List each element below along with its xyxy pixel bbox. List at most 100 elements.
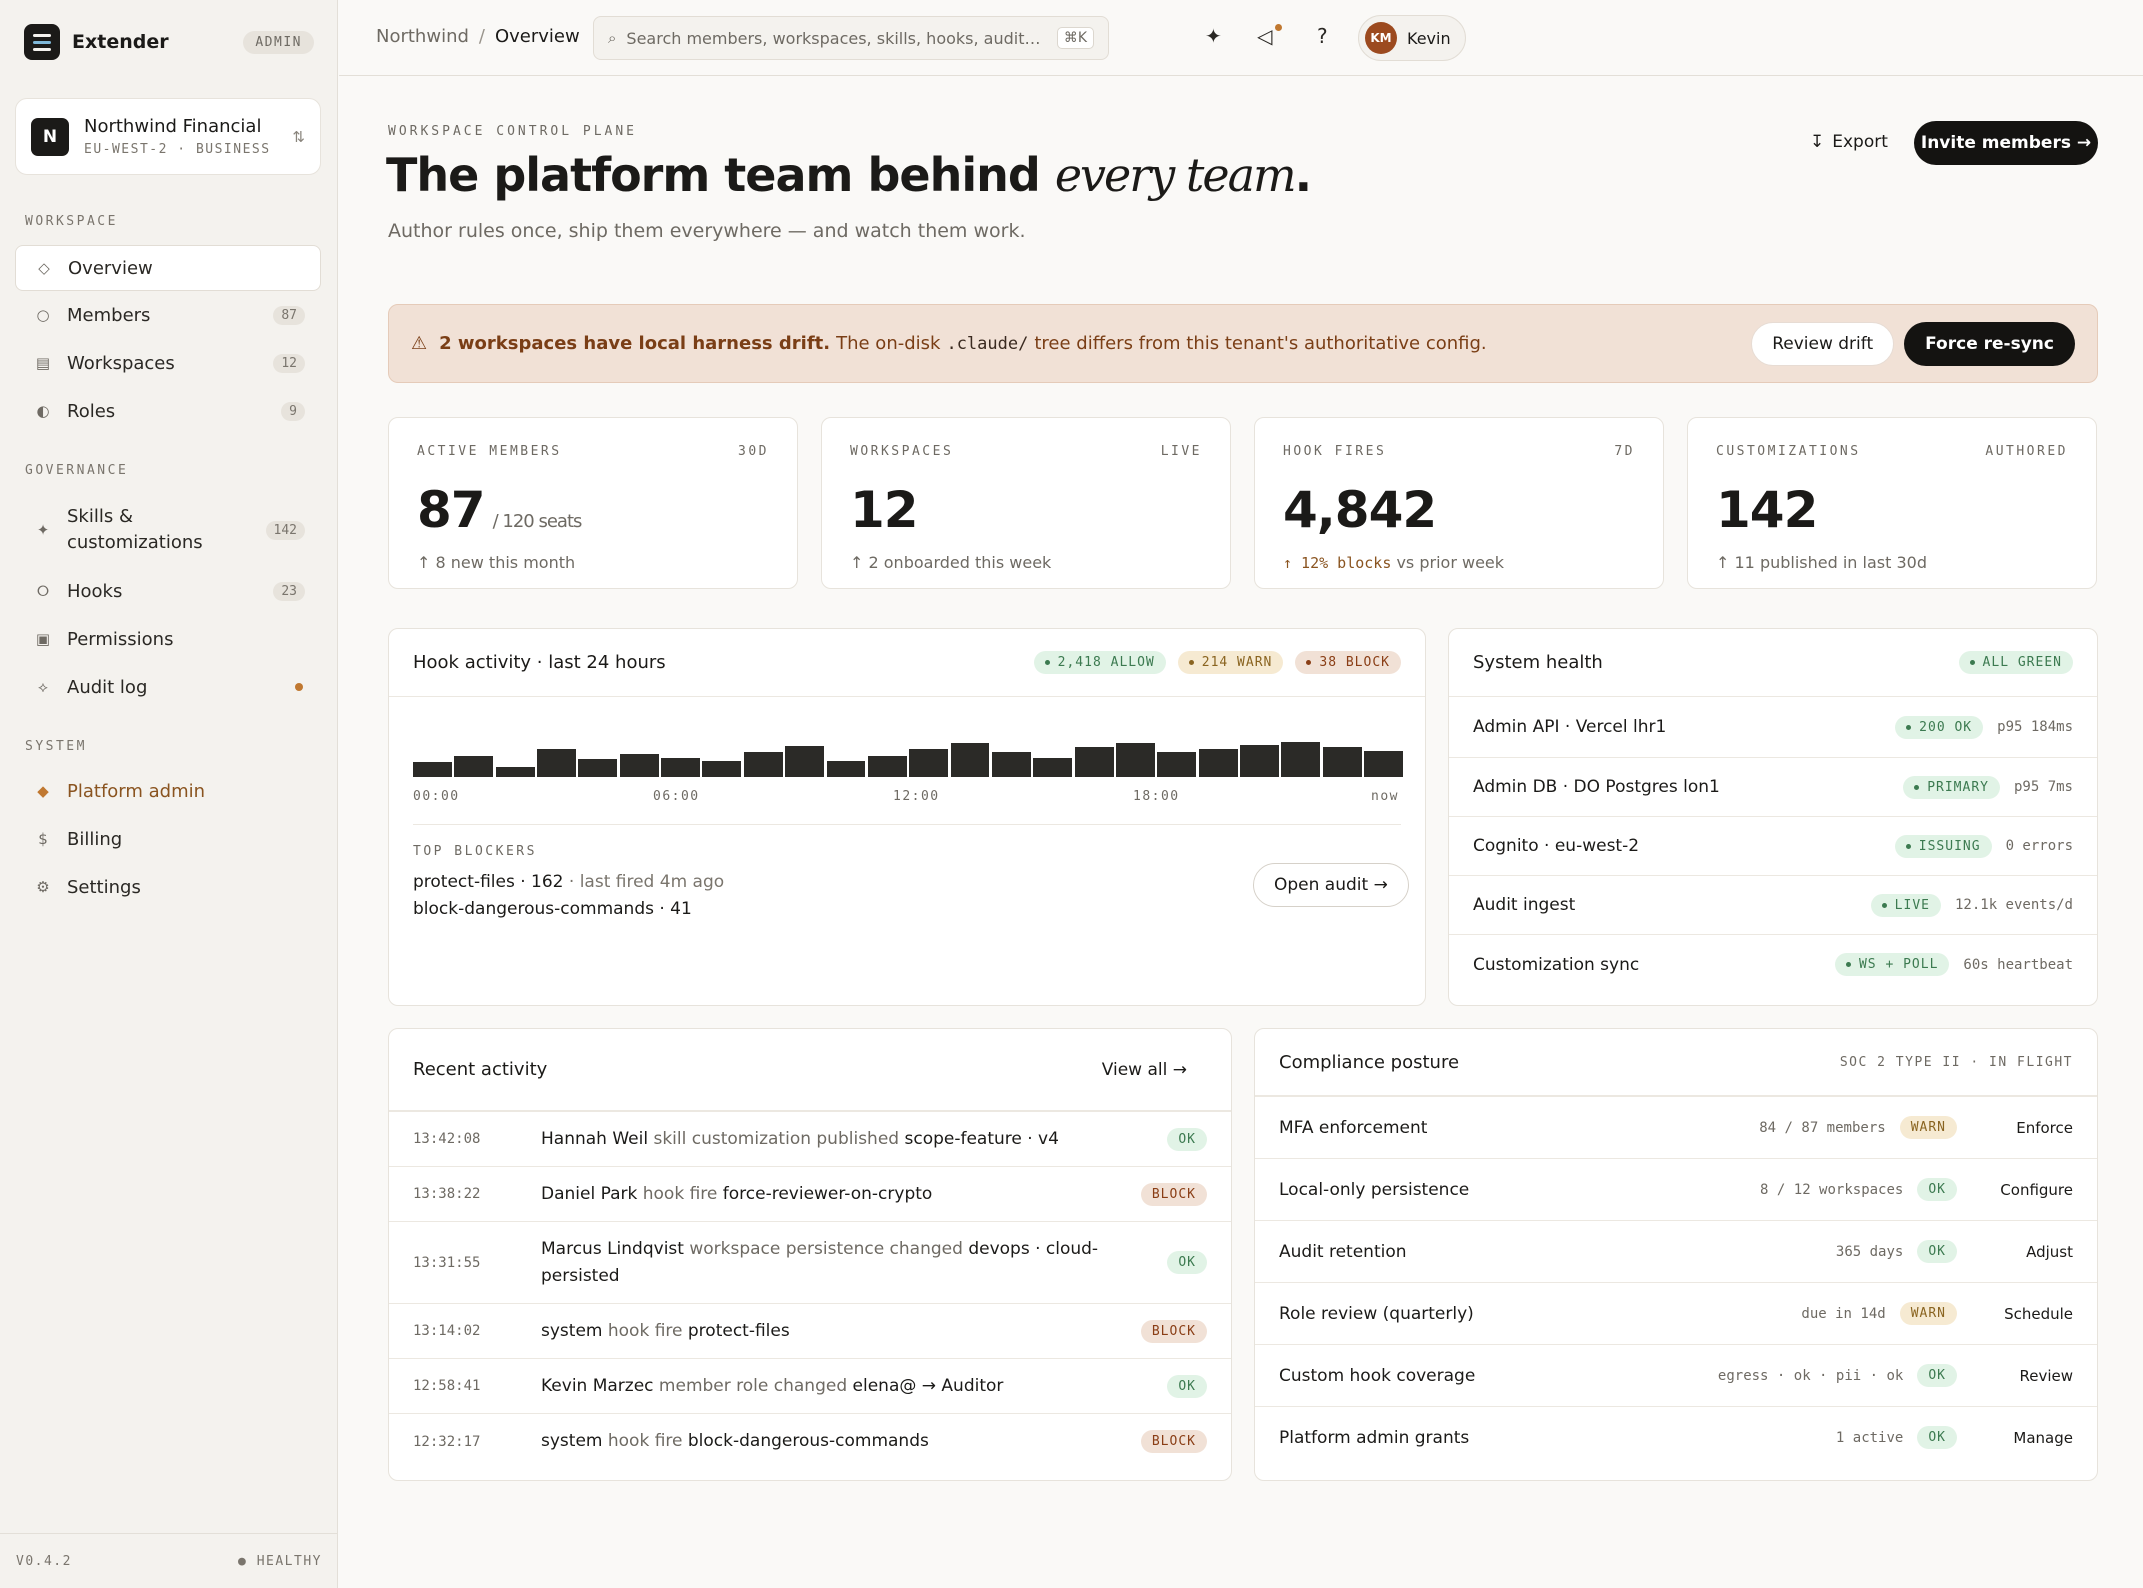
sidebar-item-skills[interactable]: ✦ Skills & customizations 142 (15, 500, 321, 560)
activity-row[interactable]: 12:32:17 system hook fire block-dangerou… (389, 1413, 1231, 1469)
status-badge: WARN (1899, 1116, 1957, 1139)
activity-row[interactable]: 13:14:02 system hook fire protect-files … (389, 1303, 1231, 1358)
activity-row[interactable]: 12:58:41 Kevin Marzec member role change… (389, 1358, 1231, 1413)
control-action-button[interactable]: Review (2019, 1366, 2073, 1385)
app-name: Extender (72, 31, 169, 53)
invite-members-button[interactable]: Invite members → (1914, 121, 2098, 165)
sidebar-item-platform-admin[interactable]: ◆ Platform admin (15, 768, 321, 814)
status-badge: ALL GREEN (1958, 651, 2073, 674)
sidebar-item-workspaces[interactable]: ▤ Workspaces 12 (15, 340, 321, 386)
status-badge: OK (1167, 1374, 1207, 1398)
stat-label: HOOK FIRES (1283, 444, 1387, 459)
health-row: Admin DB · DO Postgres lon1 PRIMARY p95 … (1449, 757, 2097, 816)
axis-label: 06:00 (653, 789, 700, 804)
export-button[interactable]: ↧ Export (1810, 132, 1888, 152)
tenant-avatar: N (31, 117, 69, 156)
activity-bar (1364, 751, 1403, 777)
sidebar-item-roles[interactable]: ◐ Roles 9 (15, 388, 321, 434)
square-icon: ▣ (35, 630, 51, 648)
user-menu[interactable]: KM Kevin (1358, 15, 1466, 61)
system-health-panel: System health ALL GREEN Admin API · Verc… (1448, 628, 2098, 1006)
count-badge: 87 (273, 305, 305, 325)
help-icon[interactable]: ? (1317, 24, 1328, 48)
stat-label: WORKSPACES (850, 444, 954, 459)
review-drift-button[interactable]: Review drift (1751, 321, 1895, 366)
stat-label: ACTIVE MEMBERS (417, 444, 562, 459)
stat-card-hook-fires: HOOK FIRES 7D 4,842 ↑ 12% blocks vs prior… (1254, 417, 1664, 589)
activity-text: system hook fire block-dangerous-command… (541, 1431, 929, 1451)
stat-suffix: / 120 seats (492, 511, 583, 532)
hook-activity-panel: Hook activity · last 24 hours 2,418 ALLO… (388, 628, 1426, 1006)
activity-text: Kevin Marzec member role changed elena@ … (541, 1375, 1004, 1396)
view-all-link[interactable]: View all → (1101, 1059, 1187, 1080)
control-action-button[interactable]: Manage (2013, 1428, 2073, 1447)
banner-text: The on-disk (836, 333, 941, 354)
section-label-governance: GOVERNANCE (25, 463, 129, 478)
service-name: Admin API · Vercel lhr1 (1473, 717, 1667, 737)
open-audit-button[interactable]: Open audit → (1253, 863, 1409, 907)
axis-label: 12:00 (893, 789, 940, 804)
activity-bar (1116, 742, 1155, 777)
sidebar-item-permissions[interactable]: ▣ Permissions (15, 616, 321, 662)
sidebar-item-members[interactable]: ○ Members 87 (15, 292, 321, 338)
stat-value: 12 (850, 481, 919, 539)
activity-bar (1157, 752, 1197, 777)
version-label: V0.4.2 (16, 1553, 72, 1569)
stat-footnote: ↑ 8 new this month (417, 553, 576, 572)
activity-bar (909, 749, 949, 777)
axis-label: 18:00 (1133, 789, 1180, 804)
control-action-button[interactable]: Schedule (2004, 1304, 2073, 1323)
control-action-button[interactable]: Configure (2000, 1180, 2073, 1199)
compliance-row: Custom hook coverage egress · ok · pii ·… (1255, 1344, 2097, 1406)
control-meta: 1 active (1835, 1429, 1904, 1446)
activity-row[interactable]: 13:38:22 Daniel Park hook fire force-rev… (389, 1166, 1231, 1221)
status-badge: BLOCK (1140, 1430, 1207, 1453)
megaphone-icon[interactable]: ◁ (1257, 24, 1273, 48)
activity-bar (661, 757, 700, 777)
tenant-switcher[interactable]: N Northwind Financial EU-WEST-2 · BUSINE… (15, 98, 321, 175)
control-action-button[interactable]: Adjust (2026, 1242, 2073, 1261)
service-meta: p95 184ms (1997, 719, 2073, 735)
activity-text: system hook fire protect-files (541, 1320, 790, 1341)
count-badge: 12 (273, 353, 305, 373)
activity-text: Marcus Lindqvist workspace persistence c… (541, 1238, 1099, 1286)
panel-title: Recent activity (413, 1059, 548, 1080)
activity-bar (1198, 749, 1238, 777)
notification-dot (1275, 24, 1282, 31)
sidebar-item-overview[interactable]: ◇ Overview (15, 245, 321, 291)
stat-tag: LIVE (1160, 444, 1202, 459)
activity-bar (991, 751, 1031, 777)
status-badge: OK (1917, 1426, 1957, 1449)
sidebar-item-label: Settings (67, 876, 141, 898)
sidebar-item-label: Permissions (67, 628, 174, 650)
service-meta: 12.1k events/d (1954, 897, 2073, 913)
status-badge: OK (1167, 1127, 1207, 1151)
stat-tag: AUTHORED (1985, 444, 2068, 459)
sidebar-item-billing[interactable]: $ Billing (15, 816, 321, 862)
sidebar-item-hooks[interactable]: ⭘ Hooks 23 (15, 568, 321, 614)
sparkle-icon[interactable]: ✦ (1205, 24, 1222, 48)
grid-icon: ▤ (35, 354, 51, 372)
sidebar-item-audit-log[interactable]: ⟡ Audit log (15, 664, 321, 710)
drift-warning-banner: ⚠ 2 workspaces have local harness drift.… (388, 304, 2098, 383)
sidebar-item-settings[interactable]: ⚙ Settings (15, 864, 321, 910)
stat-card-customizations: CUSTOMIZATIONS AUTHORED 142 ↑ 11 publishe… (1687, 417, 2097, 589)
compliance-row: Platform admin grants 1 active OK Manage (1255, 1406, 2097, 1468)
search-input[interactable]: ⌕ Search members, workspaces, skills, ho… (593, 16, 1109, 60)
breadcrumb-current: Overview (494, 26, 580, 47)
service-meta: 0 errors (2005, 838, 2073, 854)
control-action-button[interactable]: Enforce (2016, 1118, 2073, 1137)
page-eyebrow: WORKSPACE CONTROL PLANE (388, 124, 638, 139)
breadcrumb-item[interactable]: Northwind (376, 26, 469, 47)
activity-row[interactable]: 13:31:55 Marcus Lindqvist workspace pers… (389, 1221, 1231, 1303)
search-icon: ⌕ (608, 29, 617, 47)
avatar: KM (1365, 22, 1397, 54)
warn-count-pill: 214 WARN (1177, 651, 1284, 674)
service-meta: p95 7ms (2013, 779, 2073, 795)
brand[interactable]: Extender ADMIN (24, 24, 314, 60)
force-resync-button[interactable]: Force re-sync (1904, 321, 2075, 366)
activity-bar (578, 758, 618, 777)
activity-row[interactable]: 13:42:08 Hannah Weil skill customization… (389, 1111, 1231, 1166)
download-icon: ↧ (1810, 132, 1825, 152)
service-name: Audit ingest (1473, 895, 1576, 915)
